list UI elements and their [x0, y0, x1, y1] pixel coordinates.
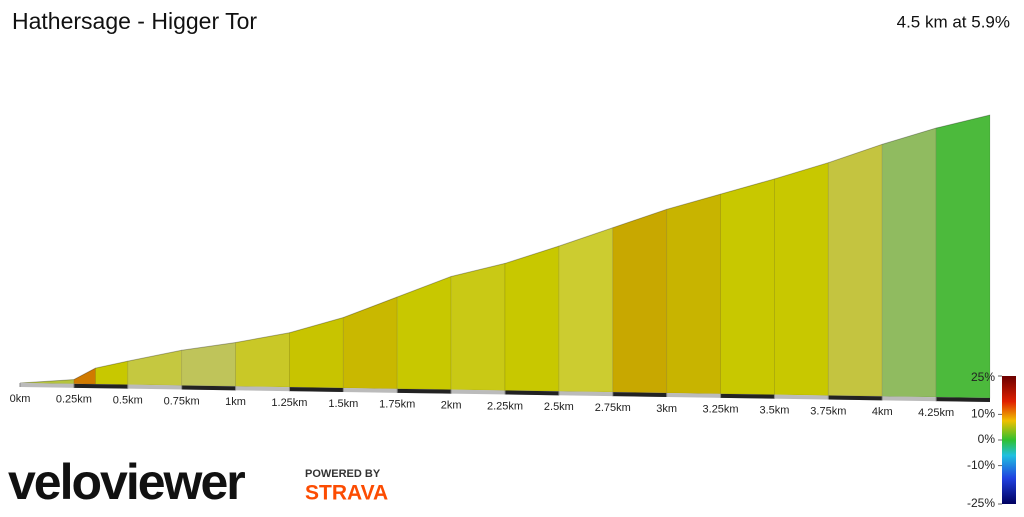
x-tick-label: 1.5km — [328, 398, 358, 410]
profile-segment — [450, 262, 506, 391]
profile-segment — [504, 245, 560, 392]
profile-segment — [935, 114, 991, 399]
profile-segment — [881, 127, 937, 398]
x-tick-label: 0km — [10, 393, 31, 405]
x-tick-label: 4.25km — [918, 407, 954, 419]
ground-stripe — [181, 385, 236, 391]
x-tick-label: 0.75km — [164, 395, 200, 407]
x-tick-label: 3.5km — [759, 405, 789, 417]
x-tick-label: 0.5km — [113, 395, 143, 407]
chart-subtitle: 4.5 km at 5.9% — [897, 12, 1010, 31]
x-tick-label: 2.5km — [544, 401, 574, 413]
profile-segment — [73, 367, 96, 385]
profile-segment — [774, 162, 829, 396]
profile-segment — [289, 316, 344, 389]
ground-stripe — [720, 393, 775, 399]
colorbar-label: 10% — [971, 407, 995, 421]
profile-segment — [342, 296, 398, 390]
colorbar-label: -10% — [967, 458, 995, 472]
chart-title: Hathersage - Higger Tor — [12, 8, 257, 34]
x-tick-label: 0.25km — [56, 394, 92, 406]
profile-segment — [827, 143, 883, 397]
x-tick-label: 2km — [441, 400, 462, 412]
x-tick-label: 3.75km — [810, 405, 846, 417]
ground-stripe — [936, 397, 990, 402]
ground-stripe — [505, 390, 559, 396]
ground-stripe — [73, 383, 128, 389]
ground-stripe — [612, 392, 667, 397]
profile-outline — [19, 114, 991, 384]
colorbar-label: 0% — [978, 432, 996, 446]
x-tick-label: 1.75km — [379, 399, 415, 411]
strava-logo: STRAVA — [305, 482, 388, 505]
profile-segment — [720, 178, 775, 396]
gradient-colorbar — [1002, 376, 1016, 504]
ground-stripe — [828, 395, 883, 401]
x-tick-label: 2.25km — [487, 400, 523, 412]
colorbar-label: 25% — [971, 370, 995, 384]
x-tick-label: 1.25km — [271, 397, 307, 409]
x-tick-label: 3.25km — [703, 404, 739, 416]
profile-segment — [612, 208, 668, 394]
ground-stripe — [397, 388, 452, 394]
profile-segment — [666, 193, 721, 395]
profile-segment — [558, 227, 614, 393]
logo: veloviewer — [8, 454, 245, 510]
colorbar-label: -25% — [967, 496, 995, 510]
x-tick-label: 4km — [872, 406, 893, 418]
x-tick-label: 2.75km — [595, 402, 631, 414]
ground-stripe — [289, 387, 344, 392]
x-tick-label: 3km — [656, 403, 677, 415]
x-tick-label: 1km — [225, 396, 246, 408]
powered-by: POWERED BY — [305, 468, 381, 480]
